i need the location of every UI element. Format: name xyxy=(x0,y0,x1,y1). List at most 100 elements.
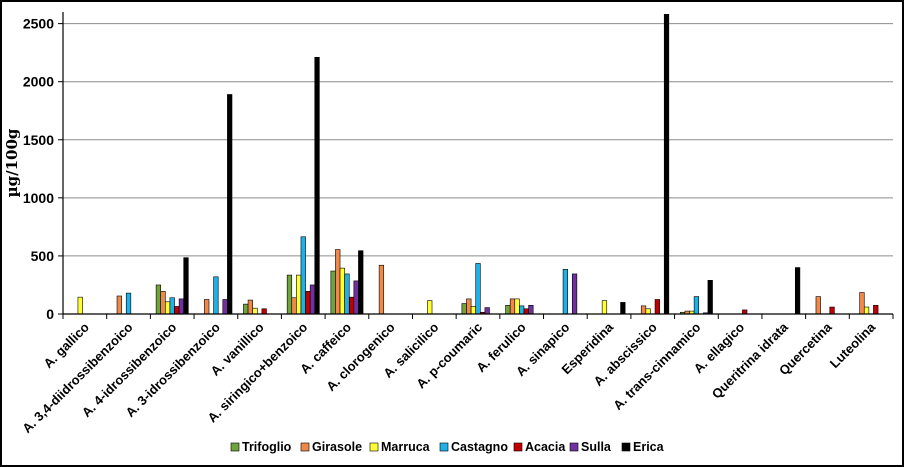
category-label: A. trans-cinnamico xyxy=(610,319,703,412)
bars xyxy=(77,14,879,315)
bar-acacia-10 xyxy=(523,308,529,315)
bar-acacia-2 xyxy=(174,306,180,315)
bar-sulla-11 xyxy=(571,273,578,315)
bar-girasole-13 xyxy=(640,305,647,315)
bar-girasole-5 xyxy=(291,297,297,315)
legend-swatch xyxy=(369,442,379,452)
bar-erica-6 xyxy=(358,250,364,315)
bar-acacia-18 xyxy=(873,304,879,315)
legend-label: Castagno xyxy=(451,440,508,454)
legend-label: Erica xyxy=(633,440,665,454)
bar-acacia-5 xyxy=(305,291,311,315)
legend-swatch xyxy=(569,442,579,452)
bar-marruca-6 xyxy=(339,267,345,315)
legend-swatch xyxy=(439,442,449,452)
legend-label: Trifoglio xyxy=(242,440,292,454)
legend-swatch xyxy=(513,442,523,452)
bar-marruca-0 xyxy=(77,296,83,315)
bar-acacia-13 xyxy=(654,299,660,315)
y-tick-label: 2500 xyxy=(23,16,54,32)
y-tick-label: 500 xyxy=(31,248,55,264)
legend-item-sulla: Sulla xyxy=(569,440,612,454)
bar-marruca-18 xyxy=(863,306,870,315)
bar-erica-14 xyxy=(707,280,713,315)
legend-item-marruca: Marruca xyxy=(369,440,431,454)
bar-trifoglio-2 xyxy=(155,284,162,315)
y-axis-label: µg/100g xyxy=(3,128,21,197)
legend-item-erica: Erica xyxy=(621,440,665,454)
category-label: Luteolina xyxy=(827,319,879,371)
y-tick-labels: 0 500 1000 1500 2000 2500 xyxy=(23,16,54,322)
bar-girasole-18 xyxy=(859,292,865,315)
bar-castagno-6 xyxy=(344,273,350,315)
bar-erica-12 xyxy=(620,302,626,315)
bar-erica-3 xyxy=(227,94,233,315)
bar-girasole-3 xyxy=(204,299,210,315)
bar-castagno-5 xyxy=(300,236,306,315)
axes xyxy=(58,12,894,319)
bar-acacia-15 xyxy=(742,309,748,315)
y-tick-label: 1000 xyxy=(23,190,54,206)
bar-sulla-10 xyxy=(528,304,534,315)
legend-label: Girasole xyxy=(312,440,362,454)
bar-acacia-6 xyxy=(348,296,355,315)
bar-marruca-9 xyxy=(470,306,477,315)
bar-marruca-8 xyxy=(427,300,433,315)
bar-marruca-4 xyxy=(252,307,258,315)
bar-sulla-3 xyxy=(222,299,228,315)
legend-item-castagno: Castagno xyxy=(439,440,508,454)
category-label: Queritrina idrata xyxy=(709,319,792,402)
bar-erica-5 xyxy=(314,56,320,315)
bar-castagno-9 xyxy=(475,263,481,315)
bar-sulla-9 xyxy=(484,307,490,315)
bar-erica-16 xyxy=(794,267,801,315)
y-tick-label: 1500 xyxy=(23,132,54,148)
bar-castagno-10 xyxy=(519,305,525,315)
bar-trifoglio-5 xyxy=(286,274,293,315)
legend-item-girasole: Girasole xyxy=(300,440,362,454)
bar-castagno-3 xyxy=(213,276,219,315)
legend-item-acacia: Acacia xyxy=(513,440,566,454)
bar-girasole-9 xyxy=(466,298,472,315)
bar-erica-13 xyxy=(663,14,670,315)
bar-marruca-12 xyxy=(601,300,608,315)
gridlines xyxy=(63,23,893,257)
legend-label: Sulla xyxy=(581,440,612,454)
bar-trifoglio-9 xyxy=(461,303,467,315)
bar-girasole-17 xyxy=(815,296,821,315)
bar-marruca-5 xyxy=(296,274,302,315)
bar-acacia-4 xyxy=(261,308,267,315)
bar-girasole-10 xyxy=(509,298,516,315)
bar-sulla-6 xyxy=(353,280,359,315)
legend-label: Marruca xyxy=(381,440,431,454)
bar-girasole-7 xyxy=(378,264,385,315)
bar-sulla-5 xyxy=(309,284,316,315)
legend: Trifoglio Girasole Marruca Castagno Acacia Su… xyxy=(230,440,665,454)
bar-marruca-2 xyxy=(165,301,171,315)
legend-swatch xyxy=(621,442,631,452)
bar-erica-2 xyxy=(183,257,189,315)
bar-castagno-11 xyxy=(562,268,568,315)
bar-trifoglio-4 xyxy=(243,303,249,315)
bar-marruca-13 xyxy=(645,308,651,315)
legend-item-trifoglio: Trifoglio xyxy=(230,440,292,454)
bar-castagno-1 xyxy=(125,292,132,315)
bar-trifoglio-6 xyxy=(330,270,336,315)
bar-girasole-1 xyxy=(116,295,122,315)
legend-swatch xyxy=(300,442,310,452)
bar-girasole-4 xyxy=(247,299,253,315)
bar-girasole-6 xyxy=(335,249,341,315)
bar-castagno-2 xyxy=(169,297,175,315)
bar-trifoglio-10 xyxy=(505,304,511,315)
bar-girasole-2 xyxy=(160,291,166,315)
y-tick-label: 2000 xyxy=(23,74,54,90)
bar-sulla-2 xyxy=(178,298,185,315)
bar-acacia-17 xyxy=(829,306,835,315)
y-tick-label: 0 xyxy=(46,306,54,322)
bar-castagno-14 xyxy=(693,296,700,315)
bar-marruca-10 xyxy=(514,298,520,315)
legend-label: Acacia xyxy=(525,440,566,454)
